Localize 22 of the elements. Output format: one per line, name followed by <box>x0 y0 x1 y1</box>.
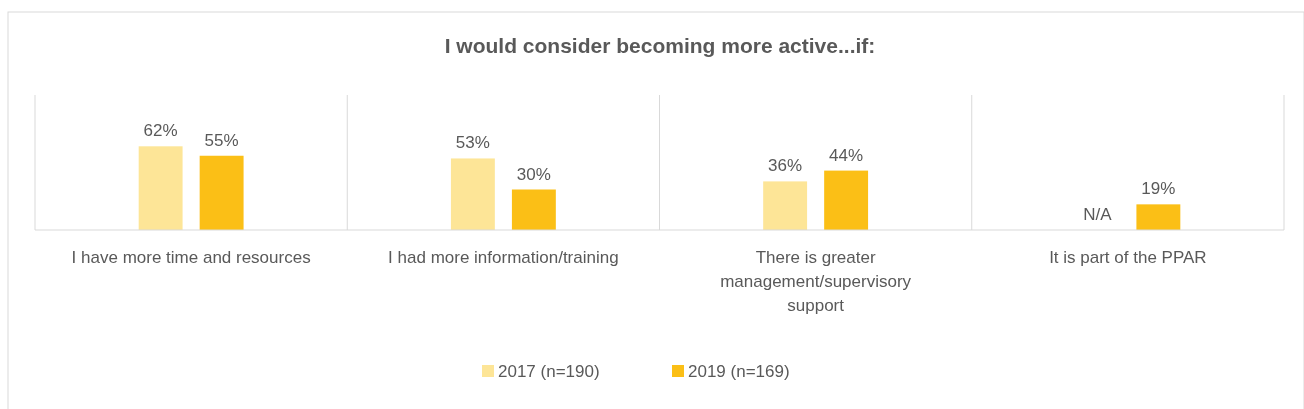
x-tick-label: I had more information/training <box>388 248 619 267</box>
data-label: 53% <box>455 133 490 153</box>
x-tick-label: I have more time and resources <box>71 248 311 267</box>
x-tick-label: There is greater management/supervisory support <box>720 248 912 315</box>
legend-label: 2017 (n=190) <box>498 362 600 381</box>
bar <box>450 158 495 230</box>
x-tick-label: It is part of the PPAR <box>1049 248 1207 267</box>
chart-title: I would consider becoming more active...if: <box>444 34 876 57</box>
bar <box>199 155 244 230</box>
bar <box>1136 204 1181 230</box>
data-label: 62% <box>143 121 178 141</box>
data-label: 19% <box>1141 179 1176 199</box>
legend-label: 2019 (n=169) <box>688 362 790 381</box>
text: N/A <box>1083 205 1112 224</box>
data-label: 36% <box>768 156 803 176</box>
bar <box>824 170 869 230</box>
bar <box>138 146 183 230</box>
bar <box>763 181 808 230</box>
data-label: 44% <box>829 145 864 165</box>
bar <box>511 189 556 230</box>
data-label: 55% <box>204 130 239 150</box>
data-label: 30% <box>516 164 551 184</box>
